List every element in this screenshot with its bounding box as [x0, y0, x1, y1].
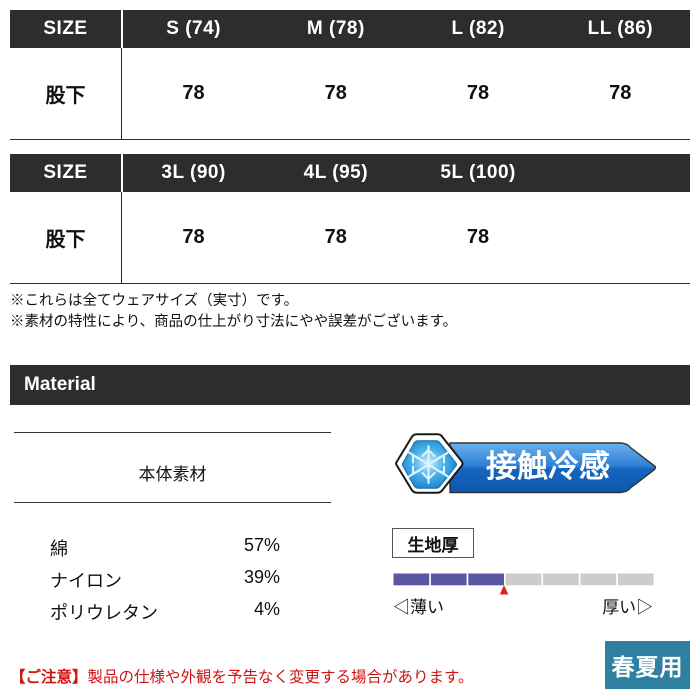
svg-text:厚い▷: 厚い▷ [602, 598, 653, 617]
svg-text:◁薄い: ◁薄い [393, 598, 444, 617]
